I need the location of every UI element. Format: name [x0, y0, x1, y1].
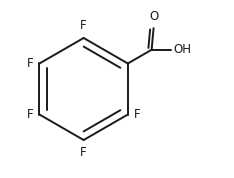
Text: F: F: [80, 19, 87, 32]
Text: F: F: [26, 57, 33, 70]
Text: F: F: [80, 146, 87, 159]
Text: F: F: [134, 108, 141, 121]
Text: OH: OH: [174, 43, 192, 56]
Text: O: O: [149, 10, 158, 23]
Text: F: F: [26, 108, 33, 121]
